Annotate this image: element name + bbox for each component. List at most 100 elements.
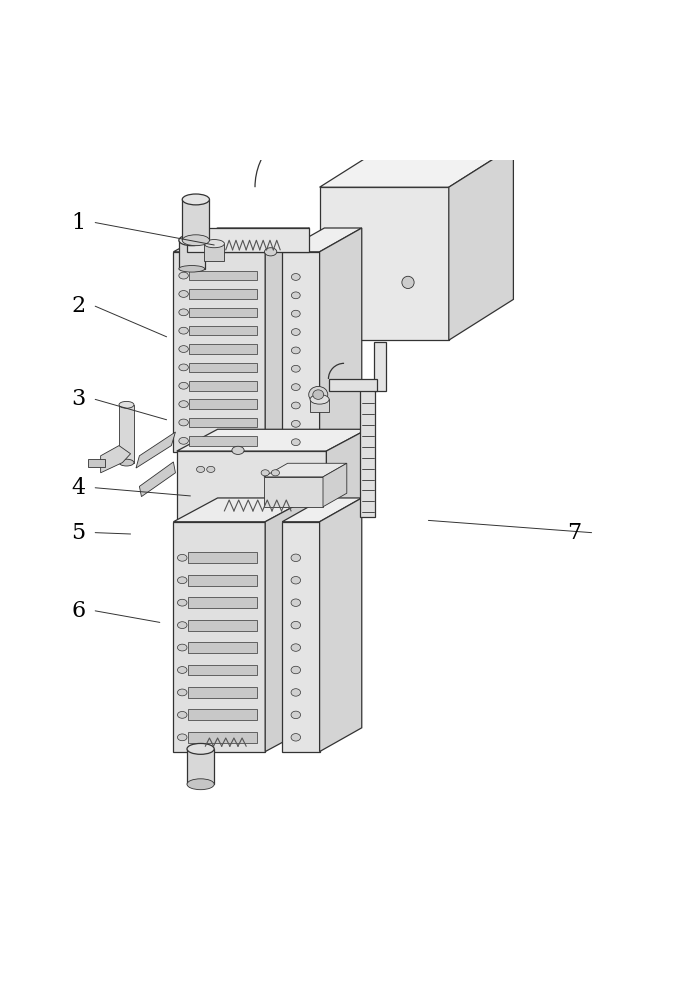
Ellipse shape — [291, 347, 301, 354]
Polygon shape — [189, 363, 257, 372]
Text: 2: 2 — [71, 295, 85, 317]
Ellipse shape — [291, 644, 301, 651]
Ellipse shape — [177, 554, 187, 561]
Ellipse shape — [291, 666, 301, 674]
Polygon shape — [320, 228, 362, 452]
Bar — [329, 379, 377, 391]
Bar — [374, 342, 386, 391]
Ellipse shape — [179, 401, 188, 408]
Polygon shape — [189, 436, 257, 446]
Ellipse shape — [310, 395, 329, 404]
Ellipse shape — [182, 194, 209, 205]
Polygon shape — [189, 399, 257, 409]
Ellipse shape — [291, 576, 301, 584]
Polygon shape — [189, 381, 257, 391]
Bar — [187, 749, 214, 784]
Text: 6: 6 — [71, 600, 85, 622]
Ellipse shape — [179, 346, 188, 352]
Ellipse shape — [179, 272, 188, 279]
Ellipse shape — [291, 402, 301, 409]
Ellipse shape — [204, 240, 224, 248]
Ellipse shape — [291, 554, 301, 562]
Ellipse shape — [291, 365, 301, 372]
Text: 5: 5 — [71, 522, 85, 544]
Polygon shape — [282, 228, 362, 252]
Polygon shape — [320, 187, 449, 340]
Ellipse shape — [402, 276, 414, 289]
Ellipse shape — [291, 439, 301, 446]
Ellipse shape — [207, 466, 215, 472]
Ellipse shape — [182, 235, 209, 246]
Polygon shape — [188, 687, 257, 698]
Text: 1: 1 — [71, 212, 85, 234]
Ellipse shape — [179, 235, 205, 246]
Polygon shape — [173, 522, 265, 752]
Polygon shape — [189, 418, 257, 427]
Ellipse shape — [177, 644, 187, 651]
Bar — [204, 244, 224, 261]
Polygon shape — [88, 459, 105, 467]
Ellipse shape — [309, 386, 328, 403]
Ellipse shape — [179, 437, 188, 444]
Polygon shape — [173, 252, 265, 452]
Ellipse shape — [271, 470, 279, 476]
Ellipse shape — [291, 274, 301, 280]
Text: 7: 7 — [568, 522, 581, 544]
Ellipse shape — [291, 420, 301, 427]
Polygon shape — [265, 228, 309, 452]
Ellipse shape — [177, 689, 187, 696]
Bar — [179, 240, 205, 269]
Ellipse shape — [291, 329, 301, 335]
Bar — [310, 399, 329, 412]
Ellipse shape — [291, 711, 301, 719]
Polygon shape — [188, 709, 257, 720]
Polygon shape — [188, 620, 257, 631]
Polygon shape — [188, 665, 257, 675]
Polygon shape — [320, 498, 362, 752]
Ellipse shape — [291, 310, 301, 317]
Polygon shape — [139, 462, 175, 497]
Ellipse shape — [179, 419, 188, 426]
Polygon shape — [189, 344, 257, 354]
Polygon shape — [177, 429, 367, 451]
Ellipse shape — [177, 577, 187, 584]
Ellipse shape — [261, 470, 269, 476]
Polygon shape — [177, 451, 326, 522]
Polygon shape — [188, 552, 257, 563]
Ellipse shape — [177, 667, 187, 673]
Polygon shape — [188, 642, 257, 653]
Polygon shape — [282, 252, 320, 452]
Ellipse shape — [291, 621, 301, 629]
Text: 4: 4 — [71, 477, 85, 499]
Polygon shape — [282, 522, 320, 752]
Polygon shape — [189, 271, 257, 280]
Bar — [119, 405, 134, 463]
Polygon shape — [320, 146, 513, 187]
Ellipse shape — [179, 309, 188, 316]
Ellipse shape — [291, 292, 301, 299]
Ellipse shape — [179, 291, 188, 297]
Polygon shape — [449, 146, 513, 340]
Polygon shape — [101, 446, 131, 473]
Ellipse shape — [291, 599, 301, 606]
Ellipse shape — [265, 248, 277, 256]
Ellipse shape — [177, 711, 187, 718]
Polygon shape — [189, 289, 257, 299]
Ellipse shape — [177, 622, 187, 629]
Polygon shape — [282, 498, 362, 522]
Polygon shape — [173, 228, 309, 252]
Polygon shape — [189, 308, 257, 317]
Ellipse shape — [187, 743, 214, 754]
Polygon shape — [326, 429, 367, 522]
Polygon shape — [136, 432, 175, 468]
Bar — [182, 199, 209, 240]
Ellipse shape — [179, 266, 205, 272]
Ellipse shape — [179, 327, 188, 334]
Ellipse shape — [179, 382, 188, 389]
Text: 3: 3 — [71, 388, 85, 410]
Ellipse shape — [179, 364, 188, 371]
Ellipse shape — [197, 466, 205, 472]
Ellipse shape — [119, 401, 134, 408]
Ellipse shape — [313, 390, 324, 399]
Ellipse shape — [187, 779, 214, 790]
